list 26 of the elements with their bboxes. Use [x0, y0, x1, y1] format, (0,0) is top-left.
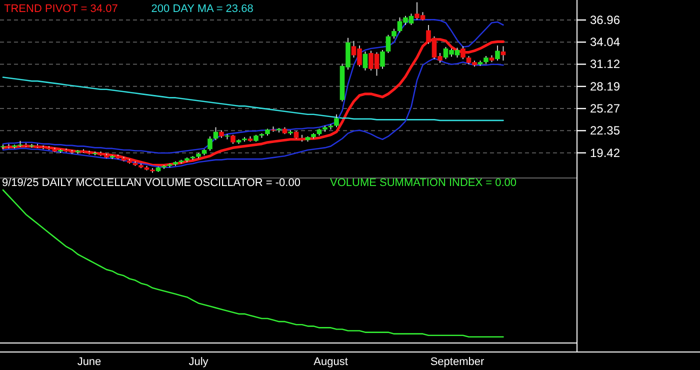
y-tick-label: 25.27: [590, 102, 620, 116]
candlestick: [208, 136, 212, 152]
candlestick: [386, 34, 391, 54]
x-tick-label: September: [430, 356, 484, 368]
y-tick-label: 36.96: [590, 12, 620, 27]
x-tick-label: August: [314, 356, 348, 368]
y-tick-label: 19.42: [590, 146, 620, 160]
candlestick: [230, 134, 236, 144]
candlestick: [500, 46, 506, 62]
candlestick: [380, 49, 385, 70]
candlestick: [334, 114, 339, 128]
y-tick-label: 22.35: [590, 124, 620, 138]
candlestick: [460, 46, 466, 60]
y-tick-label: 34.04: [590, 35, 620, 50]
candlestick: [495, 44, 500, 62]
candlestick: [392, 28, 396, 40]
y-tick-label: 28.19: [590, 79, 620, 94]
candlestick: [362, 51, 368, 71]
x-tick-label: June: [77, 356, 102, 368]
text: TREND PIVOT = 34.07: [4, 3, 118, 15]
text: 200 DAY MA = 23.68: [151, 3, 254, 15]
chart-title: 9/19/25 DAILY MCCLELLAN VOLUME OSCILLATOR = -0.00: [2, 177, 300, 189]
line-series: [2, 58, 504, 168]
y-tick-label: 31.12: [590, 57, 620, 72]
text: VOLUME SUMMATION INDEX = 0.00: [330, 177, 517, 189]
x-tick-label: July: [188, 356, 209, 368]
